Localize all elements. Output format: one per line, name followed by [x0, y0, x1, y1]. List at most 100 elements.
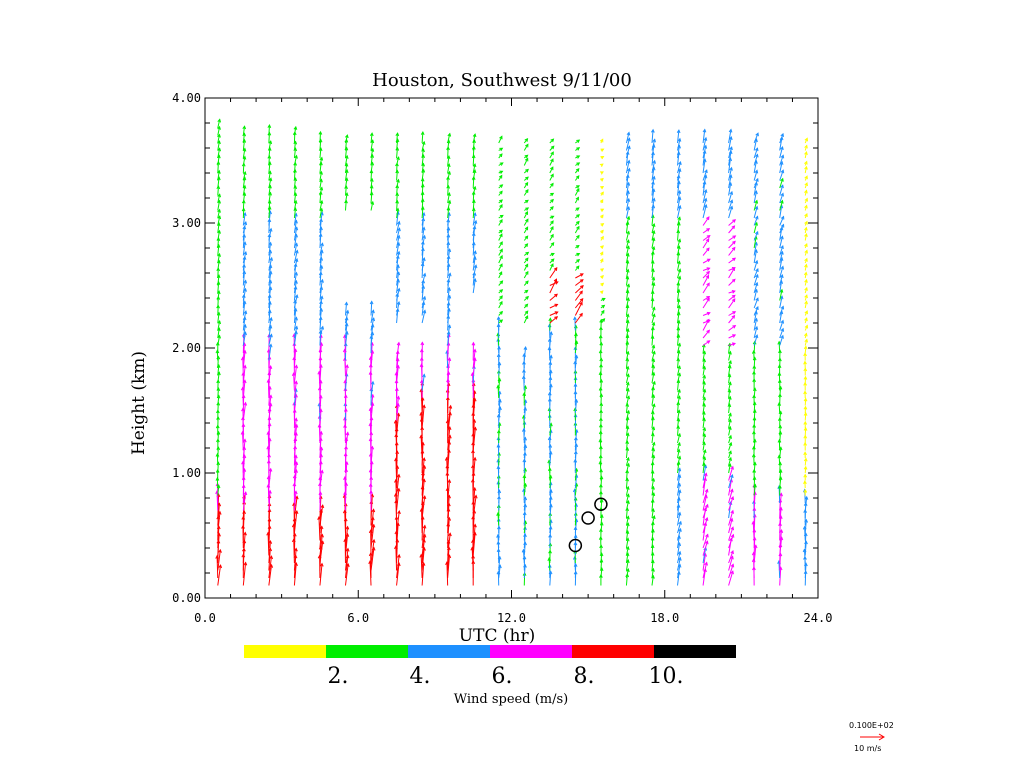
wind-vector [523, 271, 529, 279]
wind-vector-head [651, 403, 656, 408]
wind-vector [549, 571, 552, 586]
wind-vector [702, 562, 708, 579]
wind-vector-head [294, 417, 298, 422]
wind-vector [523, 189, 529, 196]
wind-vector [728, 489, 733, 504]
wind-vector-head [754, 147, 759, 152]
wind-vector-head [730, 550, 734, 555]
wind-vector-head [524, 226, 529, 231]
wind-vector [625, 441, 628, 451]
wind-vector [625, 516, 629, 526]
wind-vector [472, 524, 476, 549]
wind-vector [344, 155, 348, 166]
wind-vector [728, 464, 731, 474]
wind-vector [804, 496, 808, 511]
wind-vector [677, 433, 681, 444]
wind-vector [319, 148, 322, 159]
wind-vector-head [217, 208, 221, 213]
wind-vector [217, 565, 222, 586]
wind-vector [574, 399, 578, 414]
wind-vector [268, 365, 272, 384]
wind-vector-head [496, 316, 501, 320]
wind-vector [217, 170, 220, 181]
wind-vector-head [579, 279, 584, 283]
wind-vector [702, 181, 706, 196]
wind-vector [447, 555, 450, 579]
wind-vector [242, 177, 246, 189]
wind-vector-head [804, 317, 808, 322]
wind-vector-head [421, 148, 425, 153]
wind-vector [728, 279, 736, 286]
wind-vector-head [294, 154, 298, 159]
wind-vector-head [472, 163, 477, 168]
wind-vector [447, 533, 451, 556]
wind-vector [396, 228, 401, 241]
wind-vector [242, 492, 247, 511]
wind-vector [625, 305, 629, 316]
wind-vector-head [730, 465, 734, 470]
wind-vector [753, 182, 758, 196]
wind-vector-head [704, 561, 708, 566]
wind-vector [651, 314, 655, 324]
wind-vector-head [550, 233, 554, 238]
wind-vector [293, 365, 298, 384]
wind-vector [370, 185, 373, 196]
wind-vector-head [728, 425, 732, 430]
wind-vector [625, 410, 630, 421]
wind-vector-head [705, 533, 709, 538]
wind-vector [651, 515, 655, 526]
wind-vector [268, 250, 272, 264]
wind-vector-head [550, 220, 554, 225]
wind-vector [677, 366, 681, 376]
wind-vector [447, 358, 451, 376]
wind-vector-head [579, 290, 583, 295]
wind-vector-head [803, 465, 808, 470]
wind-vector-head [780, 319, 785, 324]
wind-vector-head [625, 275, 630, 280]
wind-vector [217, 275, 220, 286]
wind-vector-head [421, 257, 426, 262]
wind-vector-head [729, 517, 734, 522]
wind-vector [268, 257, 273, 271]
colorbar: 2. 4. 6. 8. 10. [244, 645, 736, 689]
wind-vector [549, 242, 555, 249]
wind-vector [804, 563, 807, 579]
wind-vector-head [677, 365, 681, 370]
wind-vector [319, 330, 322, 346]
wind-vector [242, 301, 246, 316]
wind-vector-head [729, 166, 733, 171]
wind-vector-head [626, 230, 630, 235]
wind-vector [651, 298, 654, 309]
wind-vector [268, 287, 272, 301]
wind-vector-head [676, 298, 681, 303]
wind-vector [497, 513, 500, 526]
wind-vector [779, 245, 784, 256]
wind-vector-head [319, 186, 324, 191]
wind-vector-head [600, 171, 604, 175]
wind-vector [549, 281, 559, 286]
wind-vector-head [499, 248, 503, 253]
wind-vector-head [677, 550, 682, 555]
wind-vector [396, 221, 400, 234]
wind-vector [268, 178, 272, 189]
wind-vector-head [370, 200, 375, 205]
wind-vector [677, 152, 680, 166]
wind-vector-head [780, 199, 784, 204]
wind-vector-head [728, 456, 732, 461]
wind-vector [319, 162, 322, 174]
colorbar-swatch [408, 645, 490, 658]
wind-vector [677, 138, 681, 151]
wind-vector [523, 144, 529, 151]
wind-vector-head [677, 275, 682, 280]
wind-vector [472, 200, 475, 211]
wind-vector [728, 267, 736, 271]
wind-vector-head [755, 177, 759, 182]
wind-vector [779, 567, 782, 586]
wind-vector-head [344, 301, 349, 306]
wind-vector [779, 280, 783, 294]
wind-vector [574, 333, 577, 346]
wind-vector [728, 466, 734, 481]
wind-vector [625, 182, 630, 196]
wind-vector [728, 298, 736, 309]
wind-vector-head [580, 285, 584, 289]
